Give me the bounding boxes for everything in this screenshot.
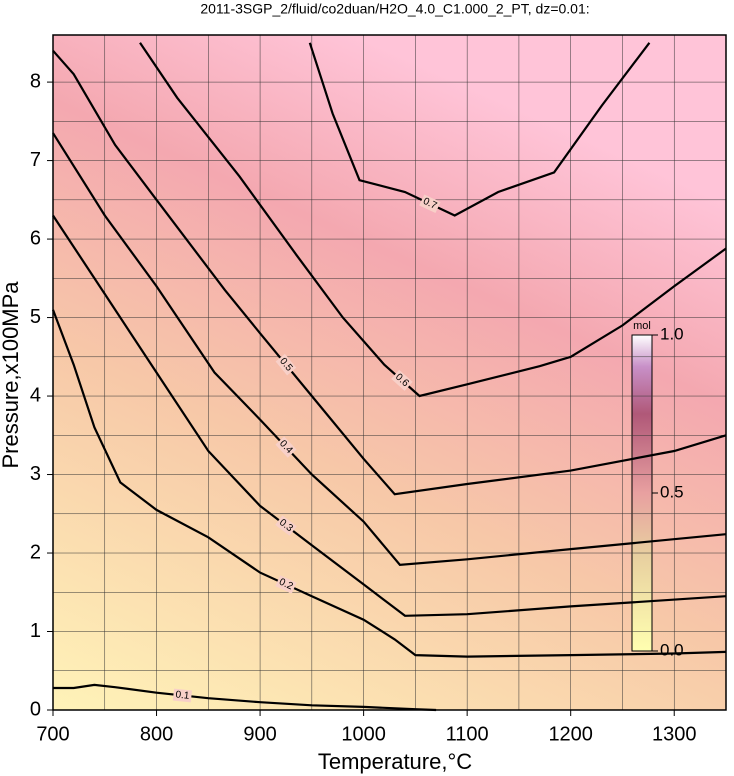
colorbar-tick-label: 0.5 [660, 482, 684, 501]
contour-label-bg [419, 194, 441, 214]
plot-area [53, 35, 726, 710]
y-axis-label: Pressure,x100MPa [0, 281, 23, 469]
x-tick-label: 800 [140, 723, 173, 745]
colorbar [631, 334, 653, 652]
x-tick-label: 700 [36, 723, 69, 745]
plot-background [53, 35, 726, 710]
contour-line [53, 683, 437, 712]
colorbar-tick-label: 0.0 [660, 640, 684, 659]
contour-line [52, 214, 727, 617]
contour-label: 0.2 [277, 577, 295, 593]
y-tick-label: 6 [30, 227, 41, 249]
contour-label-bg [275, 515, 297, 536]
x-axis-label: Temperature,°C [318, 749, 472, 774]
contour-label-bg [172, 688, 193, 703]
contour-line [51, 309, 727, 658]
contour-label-bg [275, 436, 297, 458]
chart-title: 2011-3SGP_2/fluid/co2duan/H2O_4.0_C1.000… [200, 1, 589, 17]
contour-label: 0.1 [175, 689, 190, 701]
colorbar-label: mol [633, 320, 651, 332]
x-tick-label: 1000 [341, 723, 386, 745]
y-tick-label: 8 [30, 70, 41, 92]
x-tick-label: 1100 [446, 723, 489, 745]
y-tick-label: 1 [30, 620, 41, 642]
contour-line [308, 42, 651, 217]
x-tick-label: 1300 [652, 723, 697, 745]
contour-label-bg [391, 369, 413, 391]
contour-label-bg [275, 575, 297, 594]
y-tick-label: 2 [30, 541, 41, 563]
contour-line [52, 49, 727, 496]
y-tick-label: 5 [30, 306, 41, 328]
contour-line [139, 42, 727, 398]
colorbar-tick-label: 1.0 [660, 324, 684, 343]
x-tick-label: 900 [243, 723, 276, 745]
plot-frame [52, 34, 727, 711]
y-tick-label: 7 [30, 149, 41, 171]
y-tick-label: 0 [30, 698, 41, 720]
contour-label-bg [275, 353, 297, 376]
contour-line [52, 132, 727, 566]
y-tick-label: 4 [30, 384, 41, 406]
y-tick-label: 3 [30, 463, 41, 485]
x-tick-label: 1200 [548, 723, 593, 745]
